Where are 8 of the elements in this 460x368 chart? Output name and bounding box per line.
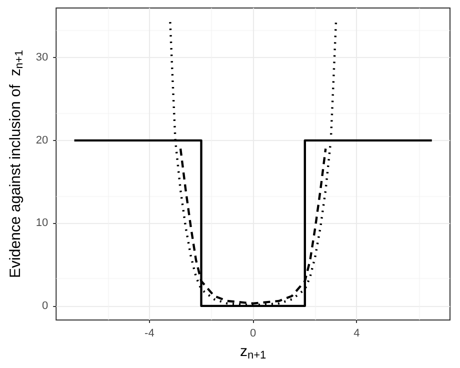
y-tick-label: 0 [42,300,48,312]
y-axis-title: Evidence against inclusion of zn+1 [7,50,26,278]
y-tick-label: 20 [36,134,48,146]
x-tick-label: 0 [250,328,256,340]
y-tick-label: 10 [36,217,48,230]
x-tick-label: 4 [354,328,360,340]
y-tick-label: 30 [36,52,48,64]
x-tick-label: -4 [144,328,154,340]
